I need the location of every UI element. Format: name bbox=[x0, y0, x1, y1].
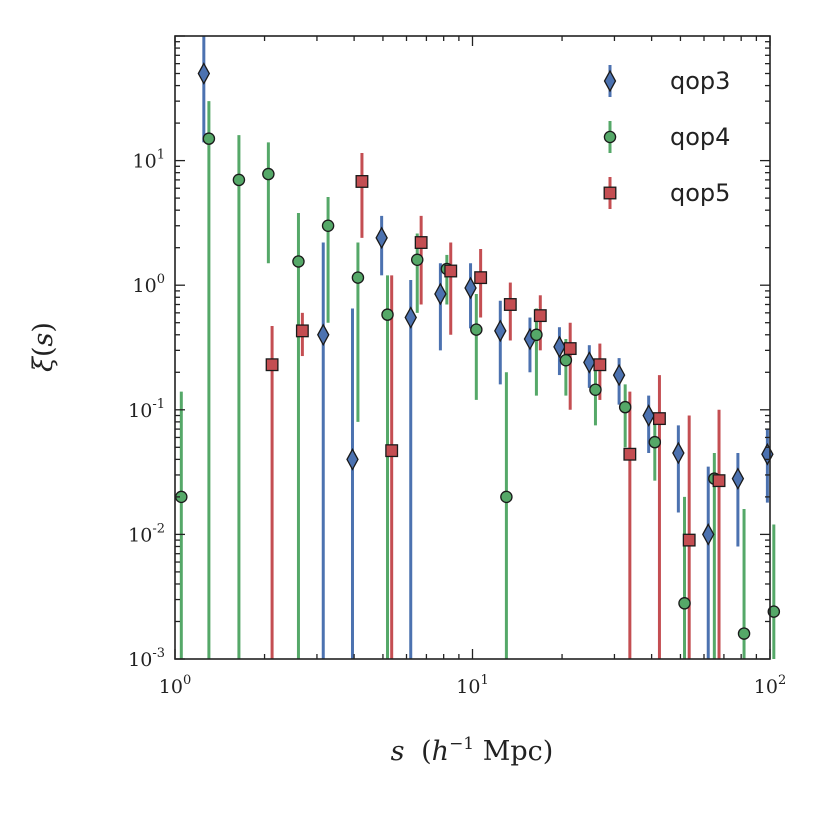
qop5-point-4 bbox=[414, 236, 428, 249]
qop4-point-13 bbox=[559, 353, 573, 367]
qop4-point-5 bbox=[321, 219, 335, 233]
qop3-point-6 bbox=[464, 276, 477, 300]
qop4-point-16 bbox=[648, 435, 662, 449]
qop5-point-5 bbox=[444, 264, 458, 278]
y-axis-label: ξ(s) bbox=[28, 322, 59, 372]
qop3-point-14 bbox=[701, 523, 715, 546]
qop3-point-10 bbox=[583, 351, 596, 374]
tick-labels: 100 101 102 10-3 10-2 10-1 100 101 bbox=[128, 148, 786, 698]
qop4-point-4 bbox=[292, 255, 305, 268]
qop4-point-10 bbox=[470, 323, 483, 336]
qop5-point-14 bbox=[712, 474, 726, 488]
qop3-point-15 bbox=[731, 467, 745, 491]
x-axis-label: s (h−1 Mpc) bbox=[391, 734, 554, 767]
y-tick-label: 10-2 bbox=[128, 521, 165, 546]
qop4-point-1 bbox=[202, 132, 216, 145]
qop4-point-15 bbox=[618, 400, 632, 414]
qop4-point-17 bbox=[678, 597, 691, 610]
qop3-point-3 bbox=[375, 226, 388, 250]
y-tick-label: 10-3 bbox=[128, 646, 165, 671]
qop5-point-11 bbox=[623, 447, 637, 461]
qop5-point-10 bbox=[593, 358, 607, 372]
qop5-point-8 bbox=[533, 309, 547, 323]
y-tick-label: 10-1 bbox=[128, 397, 165, 422]
y-tick-label: 100 bbox=[133, 272, 165, 297]
qop4-point-7 bbox=[381, 308, 394, 321]
qop4-point-8 bbox=[410, 253, 424, 267]
x-tick-label: 101 bbox=[456, 673, 488, 698]
qop3-point-5 bbox=[434, 282, 447, 306]
legend-qop4-marker bbox=[603, 130, 617, 144]
qop3-point-9 bbox=[553, 335, 566, 359]
qop5-point-12 bbox=[652, 412, 666, 426]
qop3-point-1 bbox=[317, 323, 330, 347]
qop4-point-6 bbox=[351, 271, 365, 284]
qop4-point-3 bbox=[262, 167, 275, 181]
qop3-point-13 bbox=[672, 441, 685, 465]
qop3-point-0 bbox=[197, 62, 211, 85]
x-tick-label: 100 bbox=[159, 673, 191, 698]
qop3-point-11 bbox=[612, 363, 626, 387]
qop5-point-7 bbox=[503, 298, 517, 311]
qop4-point-14 bbox=[589, 383, 602, 396]
qop5-point-1 bbox=[295, 324, 309, 338]
legend-qop3-marker bbox=[603, 69, 617, 93]
qop4-point-19 bbox=[737, 627, 751, 640]
axis-ticks bbox=[174, 35, 771, 660]
qop3-point-7 bbox=[494, 319, 507, 343]
x-tick-label: 102 bbox=[754, 673, 786, 698]
qop5-point-0 bbox=[265, 358, 279, 372]
y-tick-label: 101 bbox=[133, 148, 165, 173]
qop3-point-4 bbox=[404, 306, 417, 329]
legend-qop4-label: qop4 bbox=[670, 123, 730, 151]
qop4-point-12 bbox=[530, 328, 543, 342]
qop4-point-11 bbox=[500, 490, 513, 504]
legend: qop3 qop4 qop5 bbox=[603, 65, 730, 209]
qop3-point-12 bbox=[642, 404, 655, 427]
qop3-point-2 bbox=[346, 448, 359, 471]
qop5-point-3 bbox=[385, 444, 399, 458]
legend-qop5-marker bbox=[603, 186, 617, 200]
legend-qop3-label: qop3 bbox=[670, 67, 730, 95]
qop4-point-2 bbox=[232, 173, 246, 187]
qop5-point-6 bbox=[474, 271, 488, 285]
qop5-point-2 bbox=[355, 175, 369, 188]
legend-qop5-label: qop5 bbox=[670, 179, 730, 207]
data-markers bbox=[175, 62, 781, 640]
qop5-point-13 bbox=[682, 533, 696, 547]
qop4-point-20 bbox=[767, 605, 781, 618]
qop5-point-9 bbox=[563, 342, 577, 356]
